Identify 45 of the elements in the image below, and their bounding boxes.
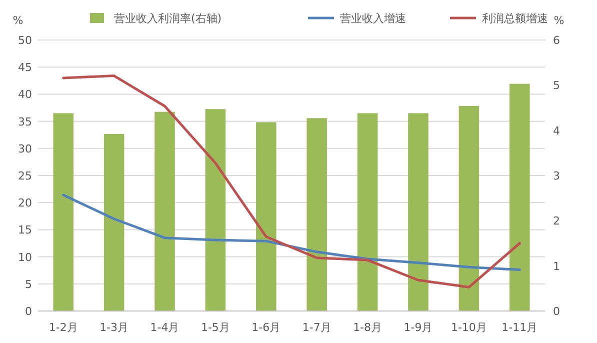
y-tick-label: 10 <box>18 250 32 264</box>
bar <box>306 118 327 311</box>
legend-label: 营业收入增速 <box>340 12 406 25</box>
line-series <box>62 194 521 272</box>
bar <box>53 113 74 311</box>
x-tick-label: 1-7月 <box>302 321 332 334</box>
x-tick-label: 1-9月 <box>404 321 433 334</box>
legend-label: 营业收入利润率(右轴) <box>114 12 222 25</box>
x-tick-label: 1-6月 <box>252 321 281 334</box>
y-tick-label: 45 <box>18 61 32 74</box>
y2-tick-label: 1 <box>553 260 560 273</box>
x-tick-label: 1-11月 <box>502 321 538 334</box>
bar <box>408 113 428 311</box>
bar <box>256 122 276 311</box>
y-tick-label: 20 <box>18 196 32 210</box>
bar <box>154 112 175 311</box>
y2-tick-label: 6 <box>553 34 560 47</box>
x-tick-label: 1-10月 <box>450 321 487 334</box>
y-axis-title: % <box>12 14 24 27</box>
y-tick-label: 15 <box>18 224 32 237</box>
x-tick-label: 1-5月 <box>200 321 230 334</box>
bar <box>205 109 226 311</box>
y-tick-label: 35 <box>18 115 32 128</box>
bar <box>357 113 378 311</box>
bar <box>104 134 124 311</box>
bar <box>458 106 480 311</box>
bar <box>510 84 530 311</box>
x-tick-label: 1-3月 <box>100 321 129 334</box>
x-tick-label: 1-2月 <box>48 321 78 334</box>
line-series <box>62 74 521 288</box>
legend-label: 利润总额增速 <box>482 12 548 25</box>
y2-tick-label: 0 <box>553 305 560 318</box>
y-tick-label: 25 <box>18 170 32 182</box>
x-tick-label: 1-8月 <box>353 321 382 334</box>
y2-tick-label: 2 <box>553 214 560 228</box>
y2-tick-label: 5 <box>553 79 560 92</box>
y-tick-label: 5 <box>25 278 32 291</box>
x-tick-label: 1-4月 <box>150 321 180 334</box>
y-tick-label: 50 <box>18 34 32 47</box>
y2-tick-label: 4 <box>553 124 560 138</box>
y2-axis-title: % <box>554 14 564 27</box>
y-tick-label: 40 <box>18 88 32 102</box>
y-tick-label: 0 <box>25 305 32 318</box>
y2-tick-label: 3 <box>553 170 560 182</box>
y-tick-label: 30 <box>18 142 32 156</box>
